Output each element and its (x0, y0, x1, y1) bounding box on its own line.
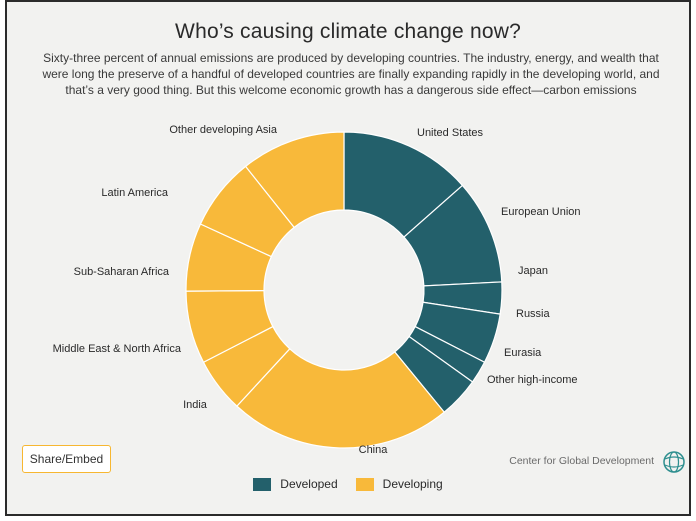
label-india: India (183, 399, 208, 411)
label-eurasia: Eurasia (504, 347, 542, 359)
legend-item-developing[interactable]: Developing (355, 477, 443, 491)
donut-chart: United States European Union Japan Russia Eu… (53, 124, 581, 456)
chart-title: Who’s causing climate change now? (175, 20, 521, 43)
cgd-credit: Center for Global Development (509, 455, 654, 467)
chart-legend: Developed Developing (7, 474, 689, 494)
legend-label-developing: Developing (382, 477, 443, 491)
legend-swatch-developing (355, 477, 374, 491)
label-japan: Japan (518, 265, 548, 277)
globe-logo-icon (663, 451, 685, 473)
label-russia: Russia (516, 308, 551, 320)
chart-frame: Who’s causing climate change now? Sixty-… (5, 0, 691, 516)
label-other-high-income: Other high-income (487, 374, 578, 386)
legend-item-developed[interactable]: Developed (253, 477, 338, 491)
label-other-developing-asia: Other developing Asia (169, 124, 278, 136)
share-embed-button[interactable]: Share/Embed (22, 445, 111, 473)
chart-subtitle: Sixty-three percent of annual emissions … (42, 51, 660, 97)
slice-china[interactable] (236, 347, 446, 449)
label-middle-east-north-africa: Middle East & North Africa (53, 343, 182, 355)
slice-other-developing-asia[interactable] (244, 131, 345, 229)
label-china: China (359, 444, 389, 456)
label-sub-saharan-africa: Sub-Saharan Africa (74, 266, 170, 278)
label-european-union: European Union (501, 206, 581, 218)
legend-label-developed: Developed (280, 477, 338, 491)
legend-swatch-developed (253, 477, 272, 491)
label-united-states: United States (417, 127, 484, 139)
label-latin-america: Latin America (101, 187, 169, 199)
